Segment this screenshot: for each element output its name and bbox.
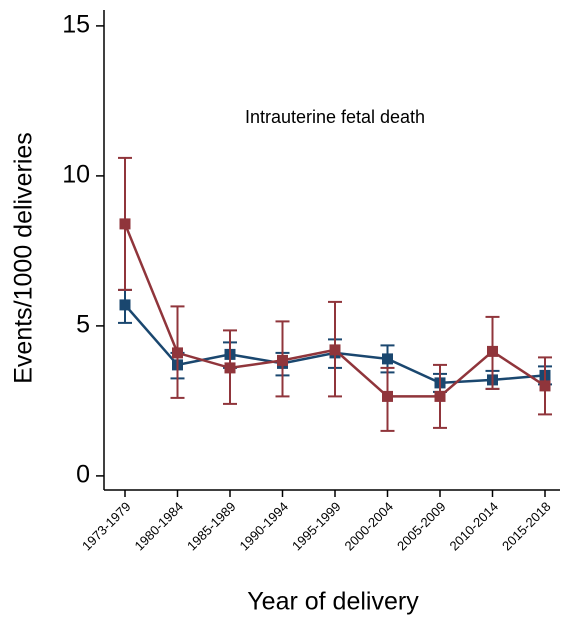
point [119,218,131,230]
point [329,344,341,356]
point [277,354,288,366]
annotation: Intrauterine fetal death [245,107,425,127]
point [172,347,183,359]
point [434,390,446,402]
y-axis-title: Events/1000 deliveries [10,132,38,384]
point [539,380,551,392]
point [382,353,393,365]
point [119,299,131,311]
point [224,362,236,374]
y-tick-label: 0 [76,461,90,489]
y-tick-label: 10 [62,161,90,189]
point [487,345,498,357]
y-tick-label: 15 [62,11,90,39]
y-tick-label: 5 [76,311,90,339]
x-axis-title: Year of delivery [247,588,419,616]
point [382,390,393,402]
